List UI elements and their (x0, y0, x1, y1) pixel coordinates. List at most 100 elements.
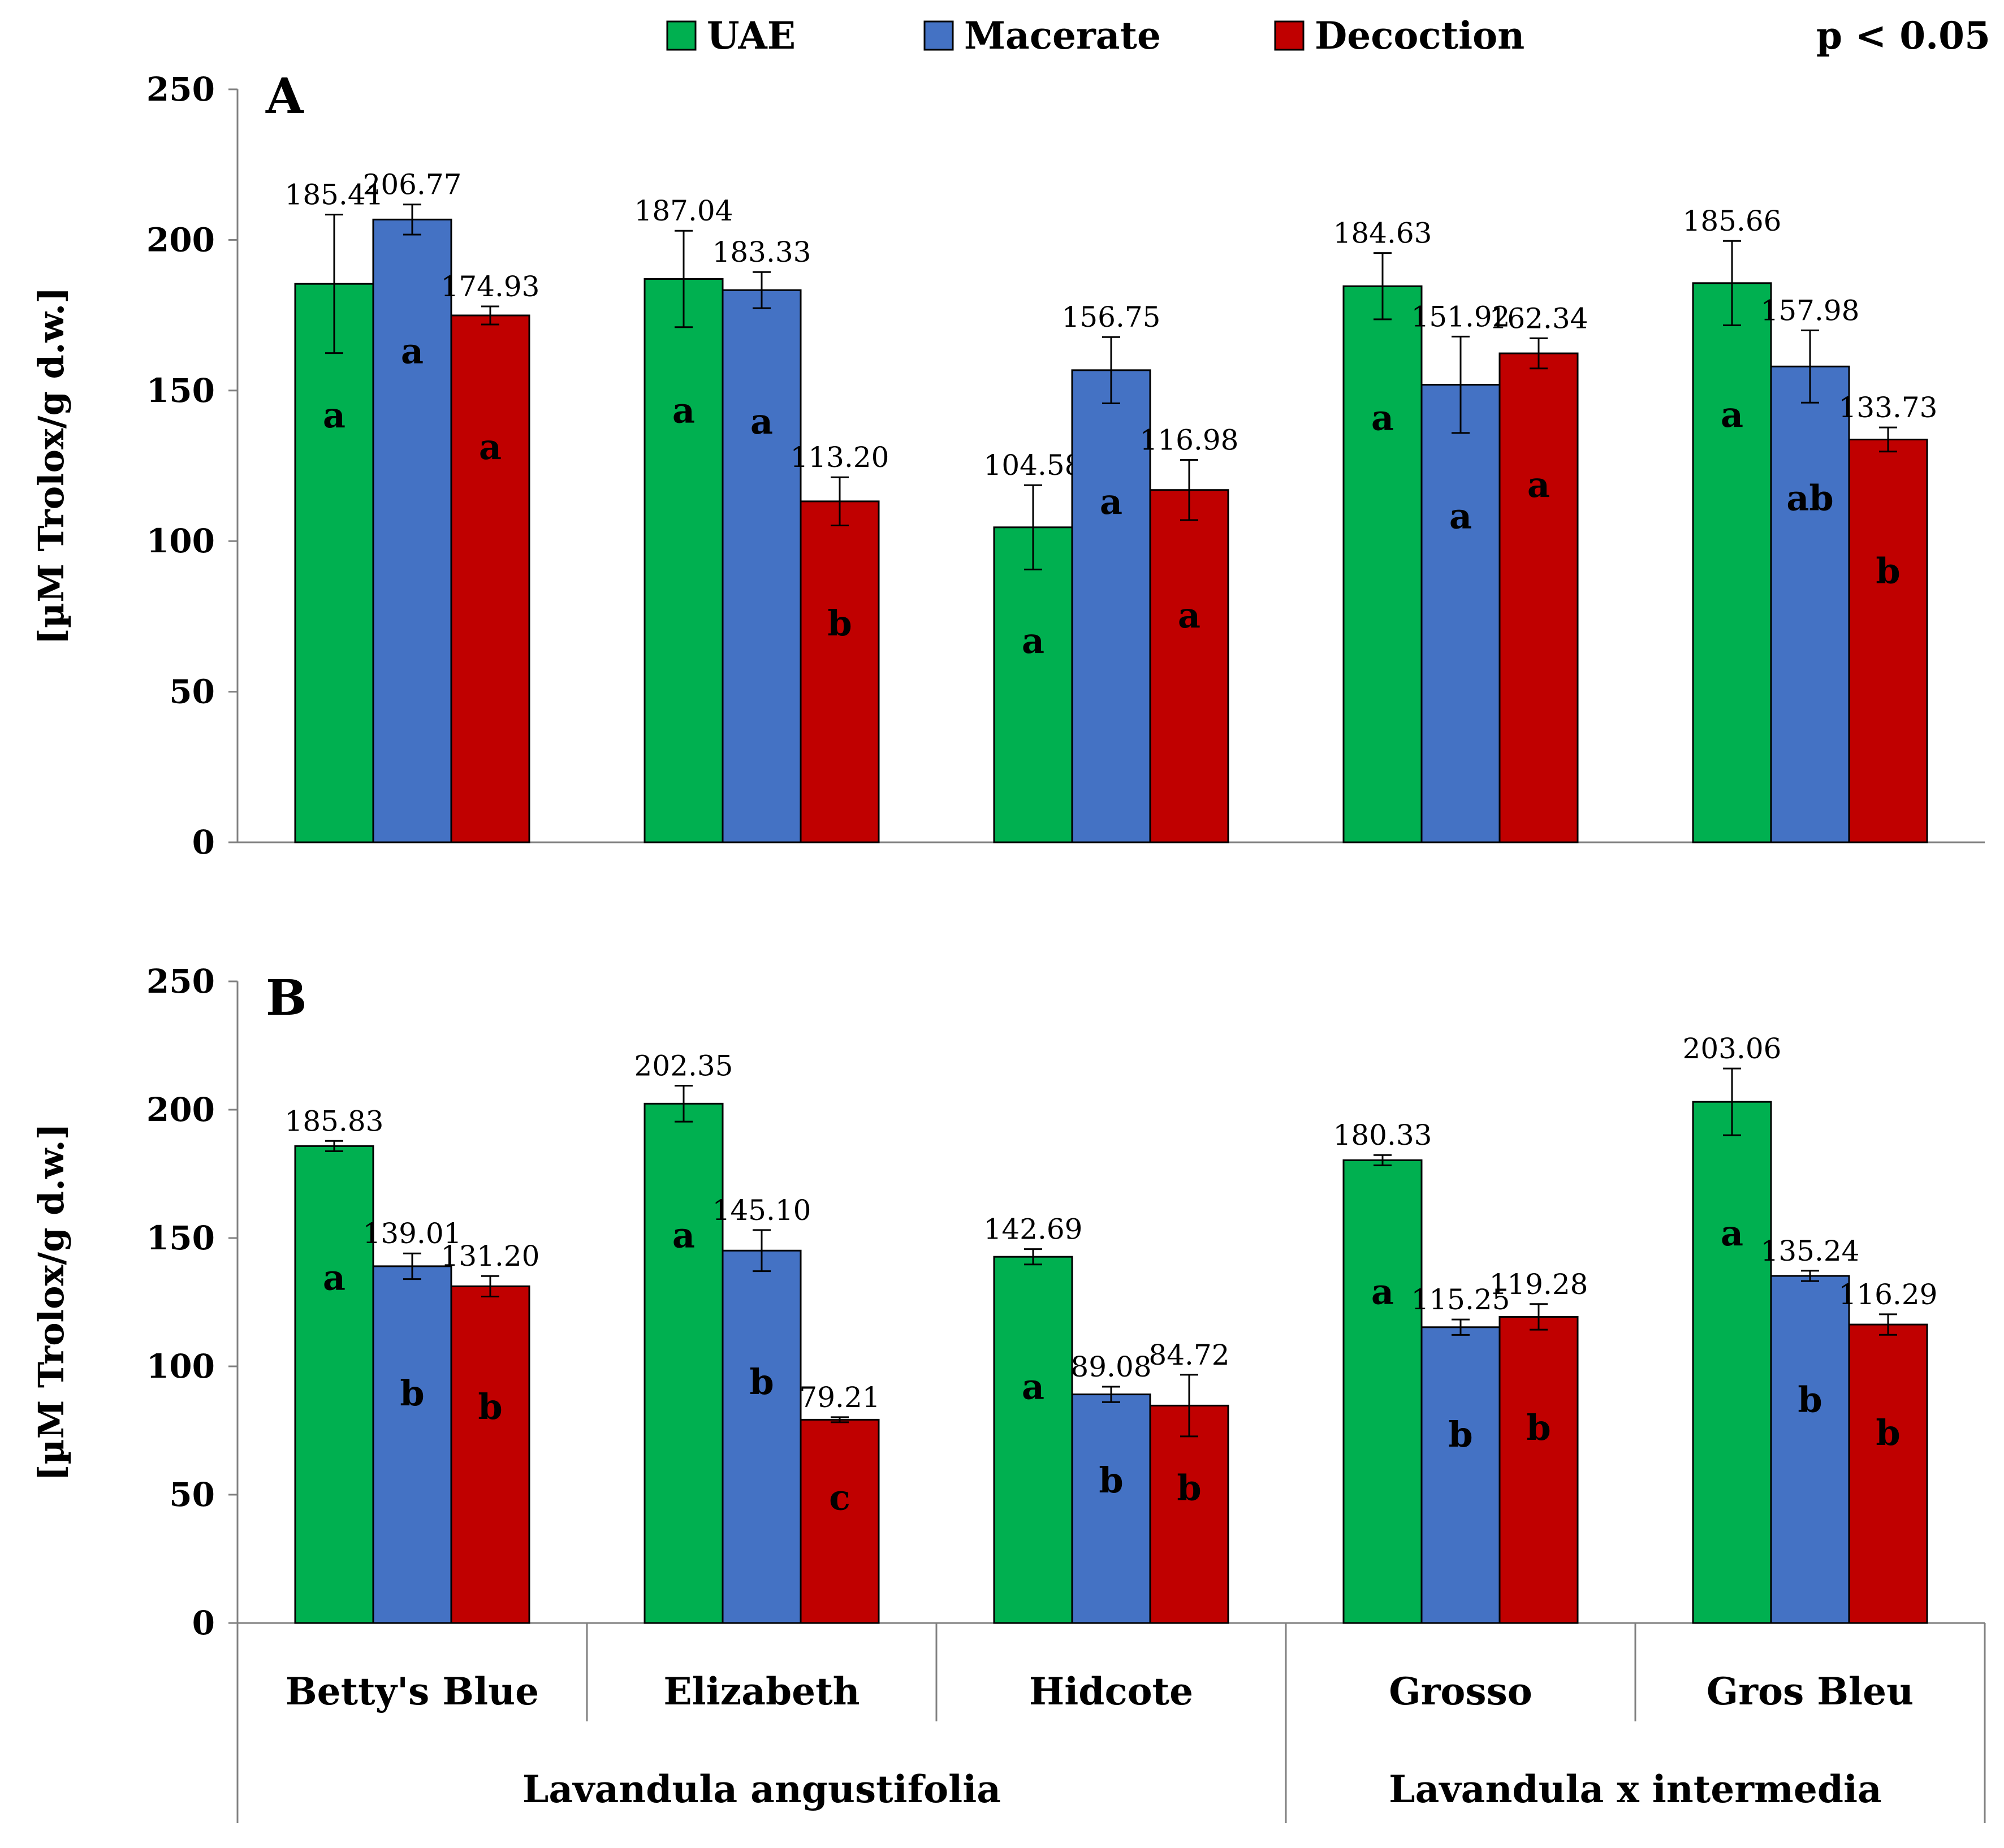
panel-b-decoction-hidcote-bar (1149, 1404, 1229, 1624)
panel-a-decoction-grosso-significance-letter: a (1527, 464, 1550, 505)
category-label-grosso: Grosso (1389, 1669, 1532, 1713)
panel-a-uae-grosso-value-label: 184.63 (1333, 217, 1432, 250)
panel-b-macerate-elizabeth-significance-letter: b (749, 1361, 774, 1403)
panel-b-macerate-hidcote-significance-letter: b (1099, 1460, 1123, 1501)
panel-a-decoction-elizabeth-significance-letter: b (827, 603, 852, 644)
panel-a-decoction-betty-s-blue-value-label: 174.93 (441, 270, 540, 303)
panel-a-y-tick-label: 100 (146, 522, 215, 560)
panel-a-decoction-grosso-value-label: 162.34 (1489, 302, 1588, 335)
panel-a-decoction-grosso-bar (1498, 352, 1579, 843)
panel-a-uae-gros-bleu-significance-letter: a (1721, 394, 1743, 435)
panel-b-decoction-gros-bleu-bar (1848, 1323, 1928, 1624)
legend-label-decoction: Decoction (1315, 14, 1524, 58)
legend-swatch-uae (666, 20, 697, 51)
category-label-betty-s-blue: Betty's Blue (286, 1669, 539, 1713)
panel-b-decoction-elizabeth-bar (800, 1418, 880, 1624)
panel-b-macerate-gros-bleu-value-label: 135.24 (1761, 1235, 1860, 1267)
panel-b-decoction-elizabeth-significance-letter: c (829, 1477, 850, 1518)
panel-b-decoction-gros-bleu-value-label: 116.29 (1839, 1278, 1938, 1311)
panel-a-macerate-betty-s-blue-bar (372, 218, 452, 843)
panel-a-macerate-grosso-value-label: 151.92 (1411, 300, 1510, 333)
panel-a-macerate-gros-bleu-significance-letter: ab (1786, 477, 1834, 518)
panel-b-decoction-grosso-significance-letter: b (1526, 1407, 1550, 1448)
panel-b-uae-betty-s-blue-significance-letter: a (323, 1257, 345, 1298)
panel-a-macerate-elizabeth-significance-letter: a (750, 401, 773, 442)
panel-a-uae-elizabeth-significance-letter: a (672, 389, 695, 431)
panel-a-macerate-grosso-significance-letter: a (1449, 496, 1472, 537)
panel-b-decoction-grosso-bar (1498, 1315, 1579, 1624)
panel-a-macerate-gros-bleu-value-label: 157.98 (1761, 294, 1860, 327)
panel-a-uae-elizabeth-bar (643, 278, 724, 843)
panel-b-macerate-grosso-bar (1420, 1326, 1501, 1624)
panel-b-macerate-elizabeth-value-label: 145.10 (712, 1194, 811, 1227)
panel-b-uae-grosso-significance-letter: a (1371, 1271, 1394, 1312)
panel-a-decoction-gros-bleu-value-label: 133.73 (1839, 391, 1938, 424)
panel-b-macerate-betty-s-blue-significance-letter: b (400, 1373, 424, 1414)
panel-a-decoction-betty-s-blue-bar (450, 314, 530, 843)
panel-a-macerate-elizabeth-value-label: 183.33 (712, 236, 811, 269)
panel-b-macerate-betty-s-blue-value-label: 139.01 (363, 1217, 462, 1250)
panel-b-decoction-elizabeth-value-label: 79.21 (799, 1381, 880, 1414)
panel-a-y-tick-label: 200 (146, 220, 215, 259)
group-label-lavandula-x-intermedia: Lavandula x intermedia (1389, 1767, 1882, 1811)
category-label-elizabeth: Elizabeth (663, 1669, 860, 1713)
panel-a-decoction-hidcote-bar (1149, 489, 1229, 843)
panel-b-uae-hidcote-value-label: 142.69 (984, 1213, 1083, 1246)
panel-a-decoction-elizabeth-bar (800, 500, 880, 843)
panel-a-uae-hidcote-significance-letter: a (1022, 620, 1044, 661)
panel-a-macerate-hidcote-value-label: 156.75 (1062, 301, 1161, 334)
legend: UAE Macerate Decoction p < 0.05 (666, 14, 1990, 58)
panel-b-macerate-hidcote-value-label: 89.08 (1070, 1351, 1151, 1383)
panel-b-uae-betty-s-blue-bar (294, 1145, 374, 1624)
panel-a-decoction-gros-bleu-bar (1848, 438, 1928, 843)
panel-a-y-axis-label: [µM Trolox/g d.w.] (31, 287, 72, 644)
panel-b-y-tick-label: 200 (146, 1090, 215, 1129)
panel-b-uae-grosso-value-label: 180.33 (1333, 1119, 1432, 1152)
panel-b-macerate-grosso-significance-letter: b (1448, 1414, 1472, 1455)
panel-a-decoction-hidcote-value-label: 116.98 (1140, 423, 1239, 456)
panel-b-uae-elizabeth-value-label: 202.35 (634, 1050, 733, 1083)
panel-b-decoction-hidcote-significance-letter: b (1177, 1467, 1201, 1508)
panel-b-uae-gros-bleu-value-label: 203.06 (1683, 1032, 1782, 1065)
panel-b-label: B (266, 970, 307, 1027)
panel-b-uae-betty-s-blue-value-label: 185.83 (285, 1105, 384, 1137)
panel-b-uae-gros-bleu-bar (1692, 1101, 1772, 1624)
group-label-lavandula-angustifolia: Lavandula angustifolia (522, 1767, 1001, 1811)
panel-b-uae-grosso-bar (1342, 1159, 1423, 1624)
panel-a-uae-betty-s-blue-significance-letter: a (323, 395, 345, 436)
panel-b-decoction-betty-s-blue-significance-letter: b (478, 1386, 502, 1427)
legend-swatch-decoction (1274, 20, 1305, 51)
panel-b-macerate-gros-bleu-significance-letter: b (1798, 1379, 1822, 1420)
panel-b-uae-hidcote-bar (993, 1256, 1073, 1624)
panel-b-decoction-hidcote-value-label: 84.72 (1148, 1339, 1229, 1371)
panel-b-macerate-gros-bleu-bar (1770, 1275, 1850, 1624)
legend-label-uae: UAE (707, 14, 796, 58)
panel-a-label: A (265, 68, 304, 125)
panel-a-decoction-gros-bleu-significance-letter: b (1876, 550, 1900, 591)
panel-a-macerate-hidcote-bar (1071, 369, 1151, 843)
panel-a-uae-gros-bleu-value-label: 185.66 (1683, 205, 1782, 237)
x-axis-categories: Betty's Blue Elizabeth Hidcote Grosso Gros B… (236, 1623, 1986, 1823)
panel-a-decoction-betty-s-blue-significance-letter: a (479, 426, 502, 468)
panel-b-macerate-grosso-value-label: 115.25 (1411, 1283, 1510, 1316)
panel-a-uae-grosso-significance-letter: a (1371, 397, 1394, 438)
panel-b-macerate-betty-s-blue-bar (372, 1265, 452, 1624)
panel-b: 0 50 100 150 200 250 [µM Trolox/g d.w.] B 185.83… (31, 962, 1985, 1642)
panel-a-macerate-betty-s-blue-significance-letter: a (401, 330, 424, 371)
panel-b-uae-gros-bleu-significance-letter: a (1721, 1213, 1743, 1254)
panel-a-y-tick-label: 50 (169, 673, 215, 711)
panel-a-decoction-elizabeth-value-label: 113.20 (791, 441, 889, 474)
panel-b-macerate-elizabeth-bar (722, 1249, 802, 1624)
panel-b-decoction-betty-s-blue-bar (450, 1285, 530, 1624)
panel-a-macerate-gros-bleu-bar (1770, 365, 1850, 843)
panel-a-uae-grosso-bar (1342, 285, 1423, 843)
panel-b-y-tick-label: 250 (146, 962, 215, 1001)
panel-b-y-tick-label: 50 (169, 1475, 215, 1514)
category-label-hidcote: Hidcote (1029, 1669, 1193, 1713)
panel-b-uae-elizabeth-bar (643, 1102, 724, 1624)
legend-label-macerate: Macerate (964, 14, 1161, 58)
category-label-gros-bleu: Gros Bleu (1707, 1669, 1914, 1713)
panel-b-y-tick-label: 100 (146, 1347, 215, 1386)
significance-note: p < 0.05 (1816, 14, 1990, 58)
